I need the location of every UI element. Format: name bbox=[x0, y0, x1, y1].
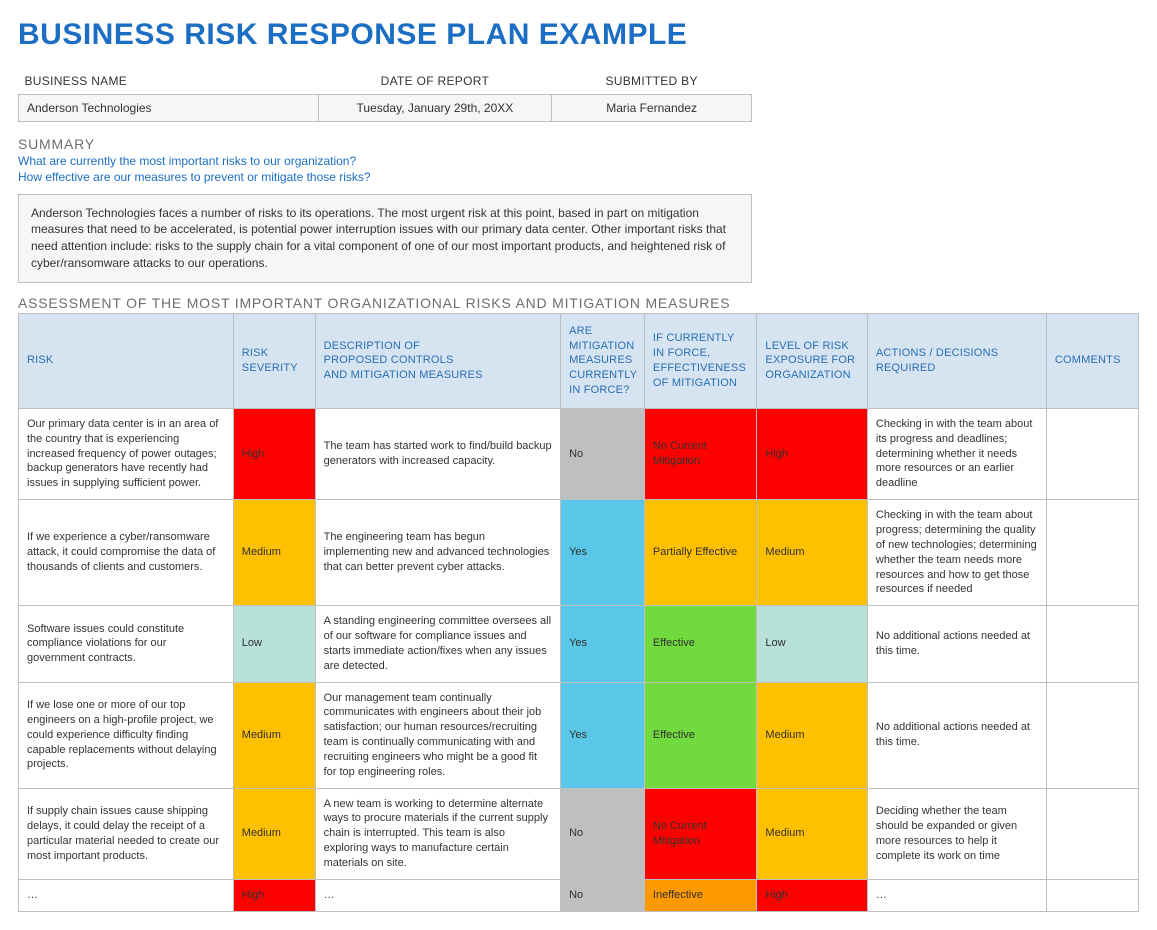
table-row: …High…NoIneffectiveHigh… bbox=[19, 879, 1139, 911]
colored-cell: High bbox=[233, 879, 315, 911]
cell-comments bbox=[1046, 408, 1138, 499]
cell-risk: Software issues could constitute complia… bbox=[19, 606, 234, 682]
table-row: If we experience a cyber/ransomware atta… bbox=[19, 500, 1139, 606]
column-header: LEVEL OF RISK EXPOSURE FOR ORGANIZATION bbox=[757, 313, 867, 408]
info-header-submitted: SUBMITTED BY bbox=[552, 68, 752, 94]
cell-actions: Checking in with the team about its prog… bbox=[867, 408, 1046, 499]
colored-cell: High bbox=[233, 408, 315, 499]
cell-description: … bbox=[315, 879, 560, 911]
info-header-date: DATE OF REPORT bbox=[318, 68, 552, 94]
table-row: If we lose one or more of our top engine… bbox=[19, 682, 1139, 788]
cell-comments bbox=[1046, 606, 1138, 682]
colored-cell: Partially Effective bbox=[644, 500, 757, 606]
cell-actions: Checking in with the team about progress… bbox=[867, 500, 1046, 606]
colored-cell: Yes bbox=[561, 682, 645, 788]
summary-body: Anderson Technologies faces a number of … bbox=[18, 194, 752, 283]
colored-cell: Medium bbox=[233, 788, 315, 879]
colored-cell: No Current Mitigation bbox=[644, 788, 757, 879]
page-title: BUSINESS RISK RESPONSE PLAN EXAMPLE bbox=[18, 18, 1139, 52]
cell-comments bbox=[1046, 500, 1138, 606]
colored-cell: High bbox=[757, 408, 867, 499]
colored-cell: Ineffective bbox=[644, 879, 757, 911]
colored-cell: Yes bbox=[561, 500, 645, 606]
cell-description: Our management team continually communic… bbox=[315, 682, 560, 788]
colored-cell: Medium bbox=[757, 682, 867, 788]
info-value-business: Anderson Technologies bbox=[19, 94, 319, 121]
colored-cell: No bbox=[561, 788, 645, 879]
assessment-table: RISKRISK SEVERITYDESCRIPTION OFPROPOSED … bbox=[18, 313, 1139, 912]
column-header: COMMENTS bbox=[1046, 313, 1138, 408]
assessment-heading: ASSESSMENT OF THE MOST IMPORTANT ORGANIZ… bbox=[18, 295, 1139, 311]
colored-cell: No bbox=[561, 408, 645, 499]
column-header: IF CURRENTLY IN FORCE, EFFECTIVENESS OF … bbox=[644, 313, 757, 408]
cell-actions: … bbox=[867, 879, 1046, 911]
colored-cell: Low bbox=[233, 606, 315, 682]
cell-risk: … bbox=[19, 879, 234, 911]
info-header-business: BUSINESS NAME bbox=[19, 68, 319, 94]
cell-risk: If supply chain issues cause shipping de… bbox=[19, 788, 234, 879]
column-header: ARE MITIGATION MEASURES CURRENTLY IN FOR… bbox=[561, 313, 645, 408]
colored-cell: Medium bbox=[757, 788, 867, 879]
colored-cell: Medium bbox=[233, 682, 315, 788]
table-row: If supply chain issues cause shipping de… bbox=[19, 788, 1139, 879]
cell-actions: No additional actions needed at this tim… bbox=[867, 606, 1046, 682]
cell-comments bbox=[1046, 788, 1138, 879]
summary-question-2: How effective are our measures to preven… bbox=[18, 170, 1139, 184]
info-value-date: Tuesday, January 29th, 20XX bbox=[318, 94, 552, 121]
table-row: Software issues could constitute complia… bbox=[19, 606, 1139, 682]
colored-cell: No Current Mitigation bbox=[644, 408, 757, 499]
colored-cell: High bbox=[757, 879, 867, 911]
cell-description: A standing engineering committee oversee… bbox=[315, 606, 560, 682]
colored-cell: Effective bbox=[644, 682, 757, 788]
cell-risk: Our primary data center is in an area of… bbox=[19, 408, 234, 499]
cell-comments bbox=[1046, 682, 1138, 788]
cell-description: The team has started work to find/build … bbox=[315, 408, 560, 499]
table-row: Our primary data center is in an area of… bbox=[19, 408, 1139, 499]
column-header: ACTIONS / DECISIONS REQUIRED bbox=[867, 313, 1046, 408]
cell-comments bbox=[1046, 879, 1138, 911]
colored-cell: No bbox=[561, 879, 645, 911]
colored-cell: Medium bbox=[757, 500, 867, 606]
cell-risk: If we lose one or more of our top engine… bbox=[19, 682, 234, 788]
cell-risk: If we experience a cyber/ransomware atta… bbox=[19, 500, 234, 606]
info-value-submitted: Maria Fernandez bbox=[552, 94, 752, 121]
column-header: RISK bbox=[19, 313, 234, 408]
column-header: RISK SEVERITY bbox=[233, 313, 315, 408]
colored-cell: Low bbox=[757, 606, 867, 682]
cell-actions: Deciding whether the team should be expa… bbox=[867, 788, 1046, 879]
cell-description: The engineering team has begun implement… bbox=[315, 500, 560, 606]
colored-cell: Medium bbox=[233, 500, 315, 606]
colored-cell: Yes bbox=[561, 606, 645, 682]
summary-heading: SUMMARY bbox=[18, 136, 1139, 152]
summary-question-1: What are currently the most important ri… bbox=[18, 154, 1139, 168]
cell-actions: No additional actions needed at this tim… bbox=[867, 682, 1046, 788]
colored-cell: Effective bbox=[644, 606, 757, 682]
cell-description: A new team is working to determine alter… bbox=[315, 788, 560, 879]
column-header: DESCRIPTION OFPROPOSED CONTROLSAND MITIG… bbox=[315, 313, 560, 408]
info-table: BUSINESS NAME DATE OF REPORT SUBMITTED B… bbox=[18, 68, 752, 122]
